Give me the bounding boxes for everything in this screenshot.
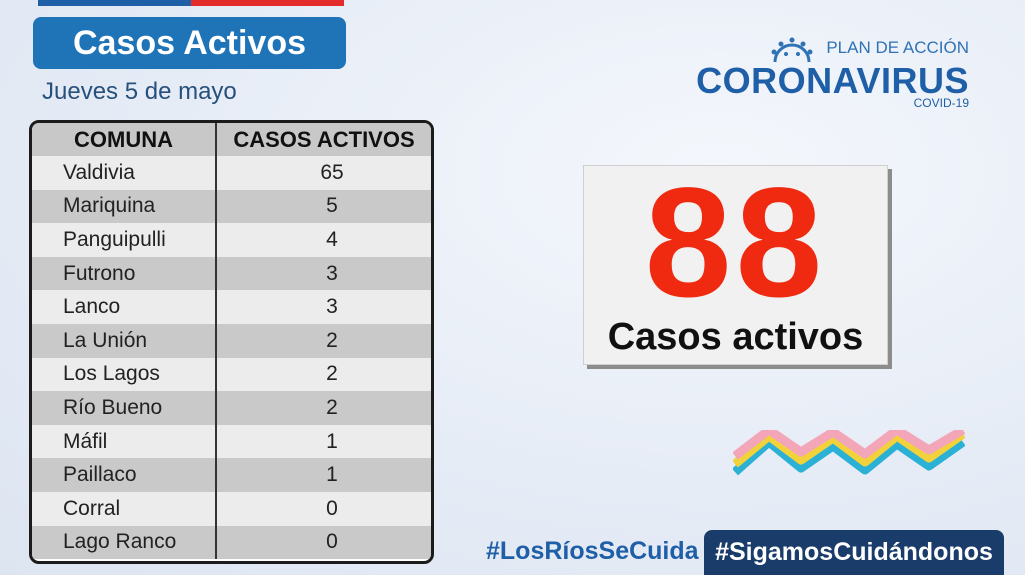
logo-plan-text: PLAN DE ACCIÓN bbox=[826, 38, 969, 57]
comuna-cell: Los Lagos bbox=[32, 357, 217, 392]
top-accent-bar bbox=[38, 0, 344, 6]
table-row: Mariquina 5 bbox=[32, 189, 431, 224]
rainbow-wave-decoration bbox=[733, 430, 965, 476]
page-title: Casos Activos bbox=[33, 17, 346, 69]
total-active-card: 88 Casos activos bbox=[583, 158, 888, 365]
column-header-casos: CASOS ACTIVOS bbox=[216, 123, 431, 156]
table-row: Máfil 1 bbox=[32, 424, 431, 459]
logo-covid-text: COVID-19 bbox=[913, 96, 969, 110]
table-row: Futrono 3 bbox=[32, 256, 431, 291]
table-row: Lago Ranco 0 bbox=[32, 525, 431, 560]
table-row: Los Lagos 2 bbox=[32, 357, 431, 392]
total-active-number: 88 bbox=[644, 156, 827, 330]
comuna-cell: Mariquina bbox=[32, 189, 217, 224]
accent-bar-red bbox=[191, 0, 344, 6]
casos-cell: 2 bbox=[216, 323, 431, 358]
comuna-cell: Máfil bbox=[32, 424, 217, 459]
logo-coronavirus-text: CORONAVIRUS bbox=[696, 60, 969, 101]
total-active-label: Casos activos bbox=[607, 316, 864, 358]
column-header-comuna: COMUNA bbox=[32, 123, 217, 156]
comuna-cell: Lago Ranco bbox=[32, 525, 217, 560]
plan-coronavirus-logo: PLAN DE ACCIÓN CORONAVIRUS COVID-19 bbox=[696, 34, 969, 114]
casos-cell: 0 bbox=[216, 525, 431, 560]
casos-cell: 3 bbox=[216, 256, 431, 291]
table-row: La Unión 2 bbox=[32, 323, 431, 358]
comuna-cell: La Unión bbox=[32, 323, 217, 358]
casos-cell: 4 bbox=[216, 223, 431, 257]
comuna-cell: Paillaco bbox=[32, 458, 217, 492]
table-row: Corral 0 bbox=[32, 491, 431, 526]
comuna-cell: Lanco bbox=[32, 290, 217, 324]
casos-cell: 65 bbox=[216, 156, 431, 190]
table-row: Paillaco 1 bbox=[32, 458, 431, 492]
cases-table: COMUNA CASOS ACTIVOS Valdivia 65 Mariqui… bbox=[29, 120, 434, 564]
table-header-row: COMUNA CASOS ACTIVOS bbox=[32, 123, 431, 156]
hashtag-sigamos: #SigamosCuidándonos bbox=[704, 530, 1004, 575]
casos-cell: 3 bbox=[216, 290, 431, 324]
casos-cell: 2 bbox=[216, 357, 431, 392]
table-row: Lanco 3 bbox=[32, 290, 431, 324]
table-row: Río Bueno 2 bbox=[32, 391, 431, 425]
comuna-cell: Valdivia bbox=[32, 156, 217, 190]
casos-cell: 0 bbox=[216, 491, 431, 526]
hashtag-losrios: #LosRíosSeCuida bbox=[486, 537, 699, 565]
comuna-cell: Panguipulli bbox=[32, 223, 217, 257]
comuna-cell: Río Bueno bbox=[32, 391, 217, 425]
report-date: Jueves 5 de mayo bbox=[42, 78, 237, 105]
casos-cell: 2 bbox=[216, 391, 431, 425]
table-row: Valdivia 65 bbox=[32, 156, 431, 190]
casos-cell: 1 bbox=[216, 458, 431, 492]
comuna-cell: Corral bbox=[32, 491, 217, 526]
casos-cell: 1 bbox=[216, 424, 431, 459]
accent-bar-blue bbox=[38, 0, 191, 6]
table-row: Panguipulli 4 bbox=[32, 223, 431, 257]
casos-cell: 5 bbox=[216, 189, 431, 224]
virus-icon bbox=[771, 37, 813, 62]
comuna-cell: Futrono bbox=[32, 256, 217, 291]
